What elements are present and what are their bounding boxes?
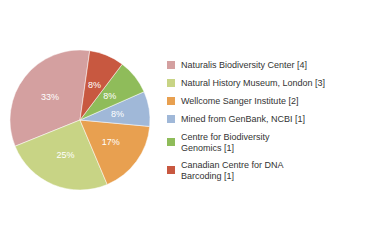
svg-text:8%: 8% <box>111 109 124 119</box>
svg-text:Wellcome Sanger Institute [2]: Wellcome Sanger Institute [2] <box>181 96 298 106</box>
svg-text:8%: 8% <box>88 80 101 90</box>
svg-text:Centre for Biodiversity: Centre for Biodiversity <box>181 132 270 142</box>
svg-text:33%: 33% <box>41 92 59 102</box>
svg-text:Genomics [1]: Genomics [1] <box>181 143 234 153</box>
svg-text:Mined from GenBank, NCBI [1]: Mined from GenBank, NCBI [1] <box>181 114 305 124</box>
svg-text:Naturalis Biodiversity Center: Naturalis Biodiversity Center [4] <box>181 60 307 70</box>
svg-text:Natural History Museum, London: Natural History Museum, London [3] <box>181 78 325 88</box>
svg-text:Canadian Centre for DNA: Canadian Centre for DNA <box>181 160 284 170</box>
svg-text:25%: 25% <box>56 150 74 160</box>
svg-text:8%: 8% <box>103 91 116 101</box>
svg-text:17%: 17% <box>102 137 120 147</box>
svg-text:Barcoding [1]: Barcoding [1] <box>181 171 234 181</box>
